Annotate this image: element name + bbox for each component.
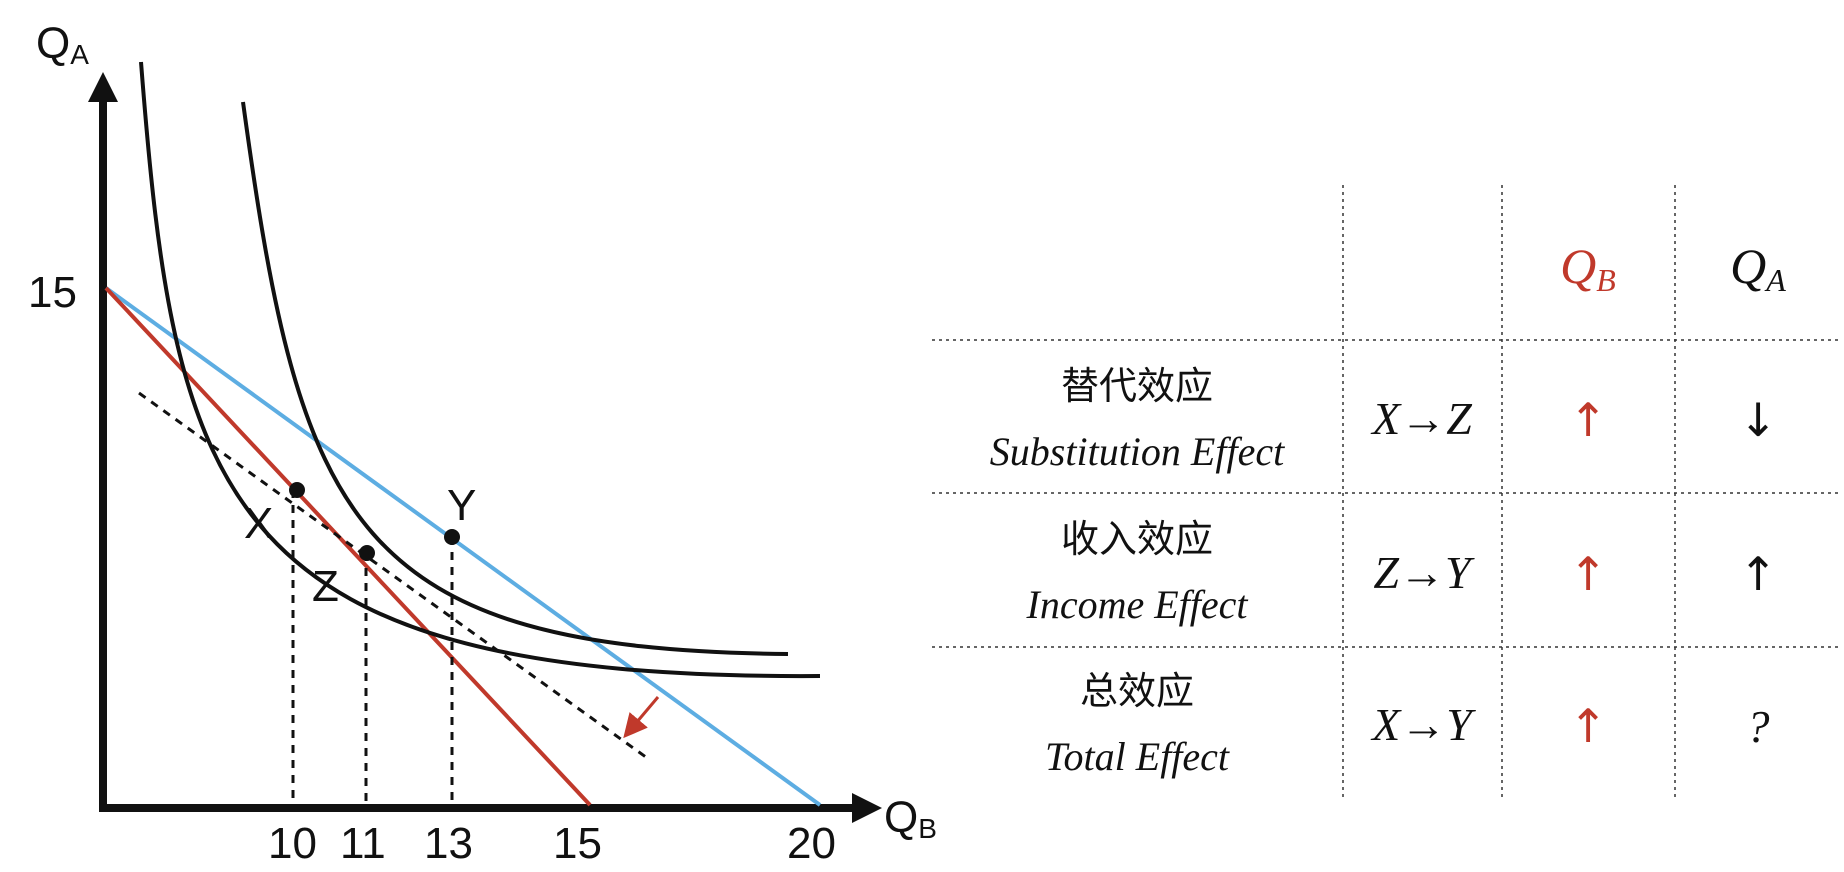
shift-arrow [623,696,660,739]
header-qb: QB [1560,238,1616,298]
header-qb-sub: B [1596,262,1616,298]
header-qb-letter: Q [1560,238,1596,294]
table-row-income: 收入效应 Income Effect Z→Y ↑ ↑ [1026,517,1778,627]
row1-move: X→Z [1370,393,1472,444]
x-axis-letter: Q [884,793,918,842]
x-axis-title: QB [884,793,937,844]
y-axis-letter: Q [36,19,70,68]
row1-qb-arrow: ↑ [1569,393,1608,447]
point-y [444,529,460,545]
table-row-total: 总效应 Total Effect X→Y ↑ ? [1045,669,1770,779]
effects-table: QB QA 替代效应 Substitution Effect X→Z ↑ ↓ 收… [932,185,1840,800]
x-tick-13: 13 [424,819,473,868]
row2-en: Income Effect [1026,582,1249,627]
x-tick-15: 15 [553,819,602,868]
point-x-label: X [244,499,273,548]
row1-en: Substitution Effect [990,429,1285,474]
y-axis-arrowhead [88,72,118,102]
row3-move: X→Y [1370,699,1476,750]
x-axis-subscript: B [918,813,937,844]
indifference-curve-upper [241,101,789,656]
indifference-curve-lower [139,61,821,679]
original-budget-line [104,286,592,807]
header-qa-sub: A [1764,262,1786,298]
y-axis-title: QA [36,19,89,70]
new-budget-line [104,286,822,807]
row3-qa-mark: ? [1747,701,1770,752]
table-row-substitution: 替代效应 Substitution Effect X→Z ↑ ↓ [990,364,1777,474]
x-axis-arrowhead [852,793,882,823]
y-axis-subscript: A [70,39,89,70]
compensated-budget-line [138,391,651,762]
x-tick-10: 10 [268,819,317,868]
header-qa-letter: Q [1730,238,1766,294]
x-tick-11: 11 [340,819,386,868]
indifference-graph: QA QB 15 10 11 13 15 20 X Z Y [28,19,937,868]
point-z [359,545,375,561]
point-x [289,482,305,498]
y-tick-15: 15 [28,268,77,317]
header-qa: QA [1730,238,1786,298]
row2-qb-arrow: ↑ [1569,547,1608,601]
row1-cn: 替代效应 [1061,364,1213,408]
row2-qa-arrow: ↑ [1739,547,1778,601]
x-tick-20: 20 [787,819,836,868]
row3-qb-arrow: ↑ [1569,699,1608,753]
point-y-label: Y [447,481,476,530]
row3-cn: 总效应 [1080,669,1194,713]
row2-move: Z→Y [1373,547,1475,598]
row2-cn: 收入效应 [1061,517,1213,561]
row3-en: Total Effect [1045,734,1230,779]
point-z-label: Z [312,562,339,611]
row1-qa-arrow: ↓ [1739,393,1778,447]
